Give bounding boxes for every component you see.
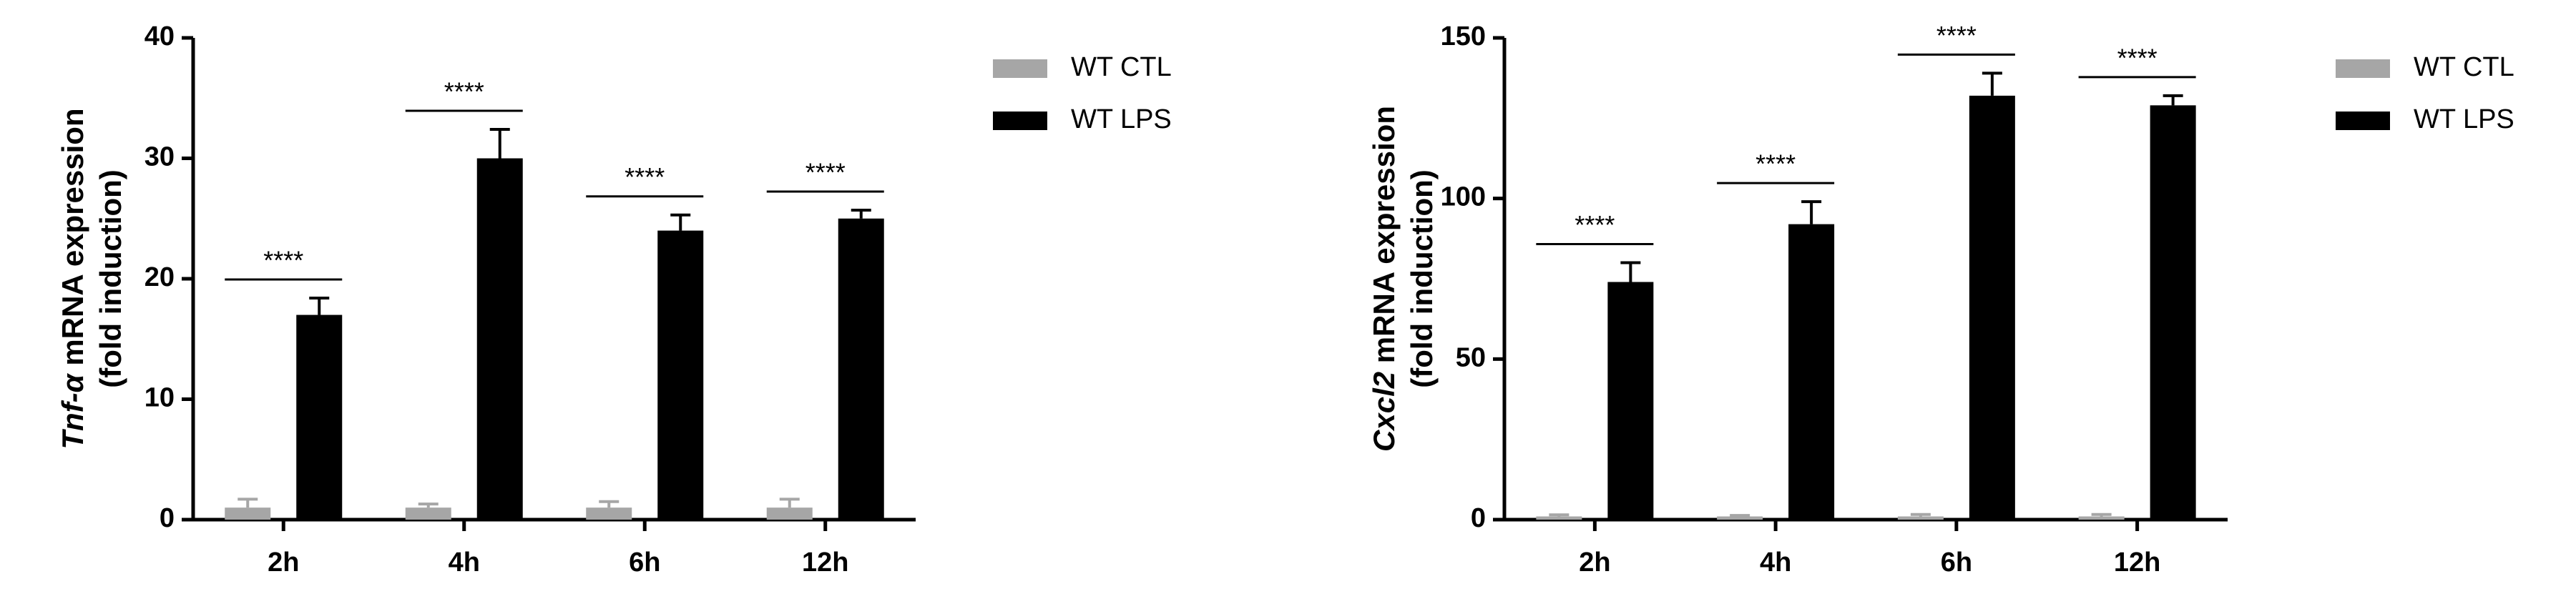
y-tick-label: 30 xyxy=(145,142,175,172)
legend-swatch xyxy=(993,59,1047,78)
error-bar xyxy=(1982,71,2002,96)
chart: Tnf-α mRNA expression (fold induction) 0 10… xyxy=(56,21,1172,578)
legend-label: WT CTL xyxy=(2414,52,2514,82)
y-axis-label-rest: mRNA expression xyxy=(56,108,89,365)
significance-label: **** xyxy=(1936,21,1977,50)
bar xyxy=(225,507,271,520)
significance-label: **** xyxy=(625,162,665,192)
y-tick-label: 0 xyxy=(160,503,175,533)
bar xyxy=(2150,105,2196,520)
y-tick-label: 10 xyxy=(145,383,175,413)
y-axis-label-space xyxy=(1367,363,1401,372)
x-tick-label: 2h xyxy=(268,548,299,578)
error-bar xyxy=(2091,513,2112,517)
bar xyxy=(586,507,632,520)
error-bar xyxy=(418,502,439,508)
bar xyxy=(2078,516,2125,520)
error-bar xyxy=(851,208,871,219)
error-bar xyxy=(1730,514,1750,518)
legend-label: WT LPS xyxy=(1071,104,1172,134)
y-axis-label: Cxcl2 mRNA expression xyxy=(1367,106,1401,452)
y-axis-label-line2: (fold induction) xyxy=(94,169,127,388)
bar xyxy=(296,315,343,520)
bar xyxy=(1897,516,1944,520)
y-tick-label: 150 xyxy=(1441,21,1486,51)
y-axis-label-rest: mRNA expression xyxy=(1367,106,1401,363)
x-tick-label: 4h xyxy=(1760,548,1791,578)
legend-swatch xyxy=(2336,59,2390,78)
error-bar xyxy=(309,296,330,315)
y-tick-label: 50 xyxy=(1456,342,1486,372)
bar xyxy=(766,507,813,520)
x-tick-label: 4h xyxy=(449,548,480,578)
bar xyxy=(476,158,523,520)
error-bar xyxy=(489,128,510,159)
x-tick-label: 12h xyxy=(2114,548,2160,578)
error-bar xyxy=(670,213,691,231)
x-tick-label: 2h xyxy=(1579,548,1610,578)
chart: Cxcl2 mRNA expression (fold induction) 0 50… xyxy=(1367,21,2514,578)
legend-swatch xyxy=(2336,112,2390,130)
x-tick-label: 6h xyxy=(1941,548,1972,578)
y-axis-label: Tnf-α mRNA expression xyxy=(56,108,89,449)
bar xyxy=(1788,224,1835,520)
y-tick-label: 100 xyxy=(1441,182,1486,212)
y-axis-label-space xyxy=(56,366,89,375)
legend-label: WT LPS xyxy=(2414,104,2514,134)
y-axis-label-italic: Cxcl2 xyxy=(1367,372,1401,452)
bar xyxy=(405,507,451,520)
y-tick-label: 0 xyxy=(1471,503,1486,533)
significance-label: **** xyxy=(2117,43,2158,72)
bar xyxy=(838,218,884,520)
x-tick-label: 6h xyxy=(629,548,660,578)
y-axis-label-line2: (fold induction) xyxy=(1405,169,1439,388)
bar xyxy=(1536,516,1582,520)
error-bar xyxy=(1910,513,1931,517)
legend-swatch xyxy=(993,112,1047,130)
bar xyxy=(657,230,704,520)
error-bar xyxy=(1801,200,1822,224)
significance-label: **** xyxy=(805,157,846,187)
significance-label: **** xyxy=(1755,149,1796,179)
legend-label: WT CTL xyxy=(1071,52,1172,82)
error-bar xyxy=(237,497,258,508)
y-tick-label: 20 xyxy=(145,262,175,292)
significance-label: **** xyxy=(263,245,303,274)
error-bar xyxy=(779,497,800,508)
significance-label: **** xyxy=(1575,210,1615,239)
y-tick-label: 40 xyxy=(145,21,175,51)
y-axis-label-italic: Tnf-α xyxy=(56,372,89,449)
significance-label: **** xyxy=(444,77,484,107)
bar xyxy=(1607,282,1654,520)
error-bar xyxy=(2163,94,2183,106)
bar xyxy=(1969,95,2015,520)
error-bar xyxy=(1549,513,1569,517)
error-bar xyxy=(1620,261,1641,282)
error-bar xyxy=(599,500,619,508)
bar xyxy=(1717,516,1763,520)
x-tick-label: 12h xyxy=(802,548,848,578)
